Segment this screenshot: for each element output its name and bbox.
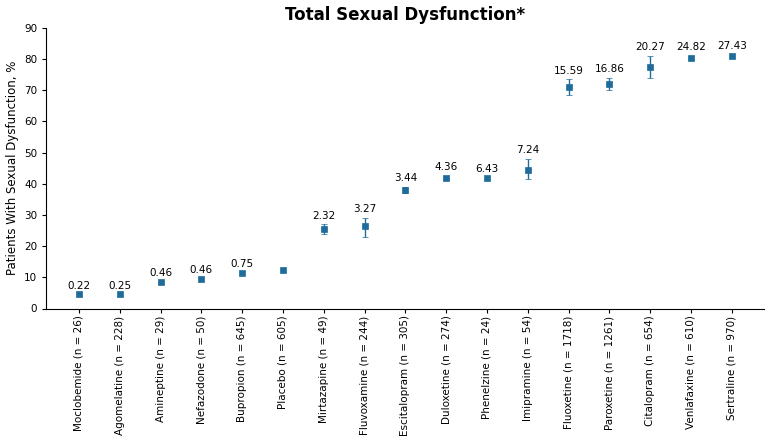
Text: 6.43: 6.43 [475,164,499,174]
Text: 0.75: 0.75 [230,259,253,269]
Title: Total Sexual Dysfunction*: Total Sexual Dysfunction* [286,6,525,23]
Text: 0.25: 0.25 [108,281,131,291]
Text: 24.82: 24.82 [676,42,706,52]
Text: 4.36: 4.36 [434,162,458,172]
Text: 0.46: 0.46 [149,268,172,278]
Text: 27.43: 27.43 [717,41,747,51]
Text: 3.44: 3.44 [393,173,417,183]
Text: 15.59: 15.59 [554,65,584,76]
Text: 20.27: 20.27 [635,42,665,52]
Text: 2.32: 2.32 [312,210,336,221]
Text: 7.24: 7.24 [516,145,540,155]
Text: 0.46: 0.46 [189,265,213,275]
Text: 3.27: 3.27 [353,204,377,214]
Y-axis label: Patients With Sexual Dysfunction, %: Patients With Sexual Dysfunction, % [5,61,18,275]
Text: 16.86: 16.86 [594,64,624,74]
Text: 0.22: 0.22 [67,281,90,291]
